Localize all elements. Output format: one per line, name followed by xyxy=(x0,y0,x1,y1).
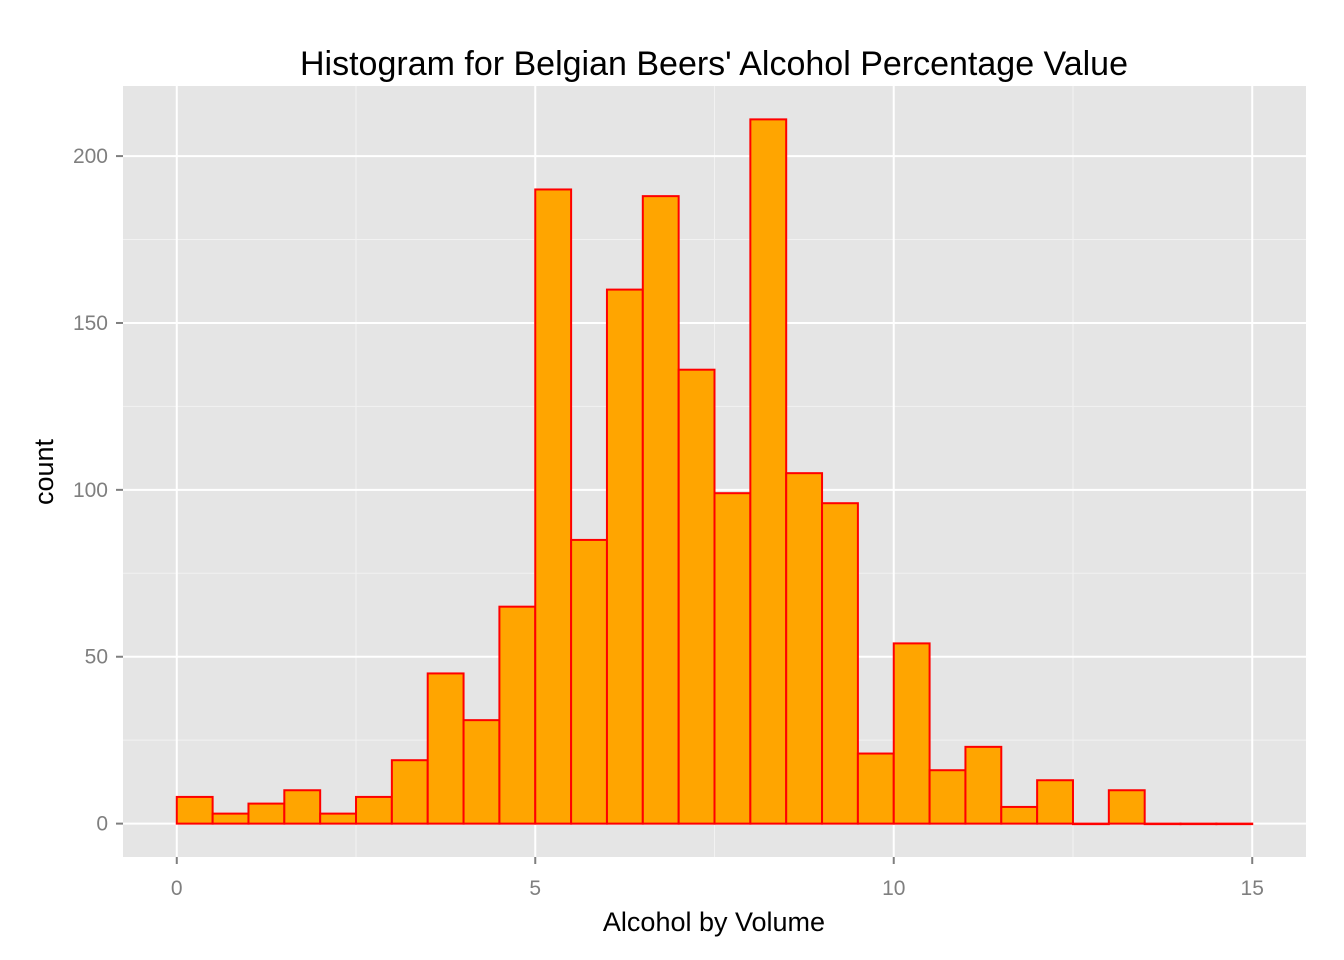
histogram-bar xyxy=(498,605,537,825)
histogram-bar xyxy=(677,368,716,825)
histogram-bar xyxy=(1107,789,1146,825)
histogram-bar xyxy=(1143,822,1182,826)
histogram-bar xyxy=(964,745,1003,825)
histogram-bar xyxy=(1000,805,1039,825)
histogram-bar xyxy=(785,472,824,825)
y-axis-title: count xyxy=(29,438,59,505)
histogram-bar xyxy=(355,795,393,825)
histogram-bar xyxy=(247,802,286,825)
histogram-bar xyxy=(928,769,967,825)
y-tick-label: 150 xyxy=(73,312,108,335)
x-axis-ticks: 0 5 10 15 xyxy=(171,857,1264,900)
histogram-bar xyxy=(641,195,680,825)
y-tick-label: 100 xyxy=(73,479,108,502)
histogram-bar xyxy=(605,288,644,825)
histogram-bar xyxy=(426,672,465,825)
histogram-bar xyxy=(856,752,895,825)
x-axis-title: Alcohol by Volume xyxy=(603,907,825,937)
histogram-bar xyxy=(534,188,573,825)
x-tick-label: 15 xyxy=(1241,877,1264,900)
histogram-bar xyxy=(713,492,752,825)
histogram-bar xyxy=(821,502,859,825)
histogram-bar xyxy=(211,812,250,825)
histogram-bar xyxy=(390,759,429,825)
y-tick-label: 200 xyxy=(73,145,108,168)
histogram-bar xyxy=(570,538,608,825)
histogram-bar xyxy=(283,789,322,825)
x-tick-label: 0 xyxy=(171,877,183,900)
histogram-bars xyxy=(175,118,1254,826)
y-tick-label: 50 xyxy=(85,646,108,669)
y-tick-label: 0 xyxy=(96,813,108,836)
histogram-bar xyxy=(462,719,501,825)
x-tick-label: 10 xyxy=(882,877,905,900)
histogram-bar xyxy=(749,118,788,825)
histogram-bar xyxy=(319,812,358,825)
histogram-bar xyxy=(175,795,214,825)
histogram-bar xyxy=(1179,822,1218,826)
histogram-bar xyxy=(1071,822,1110,826)
x-tick-label: 5 xyxy=(529,877,541,900)
histogram-bar xyxy=(892,642,931,825)
histogram-bar xyxy=(1036,779,1074,825)
chart-title: Histogram for Belgian Beers' Alcohol Per… xyxy=(300,45,1128,83)
y-axis-ticks: 0 50 100 150 200 xyxy=(73,145,123,836)
histogram-bar xyxy=(1215,822,1254,826)
